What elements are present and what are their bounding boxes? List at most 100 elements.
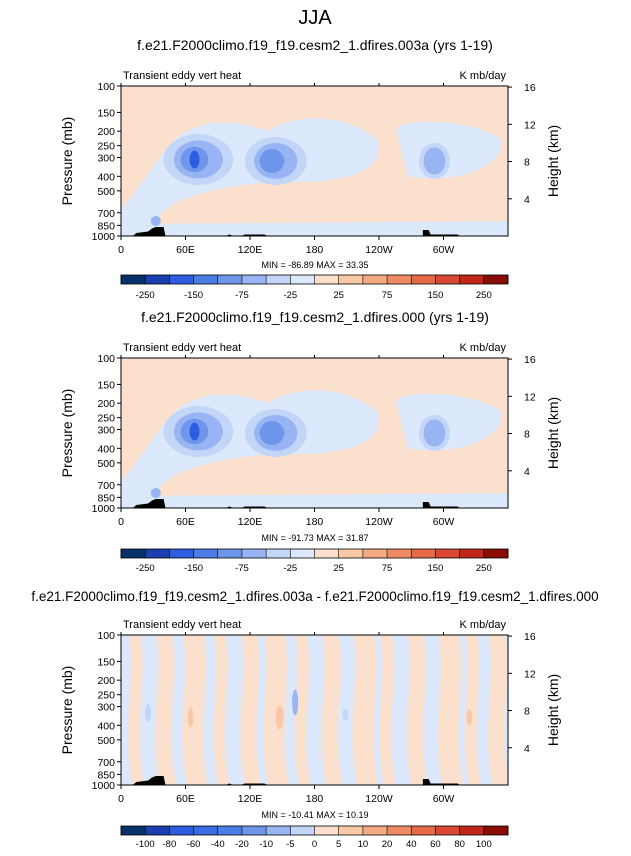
colorbar-swatch	[483, 549, 509, 558]
colorbar-swatch	[435, 275, 460, 284]
colorbar-swatch	[387, 826, 412, 835]
y-tick-label: 200	[97, 398, 115, 410]
colorbar-swatch	[241, 549, 267, 558]
colorbar-swatch	[217, 275, 243, 284]
colorbar-swatch	[459, 275, 485, 284]
colorbar-label: 250	[476, 290, 492, 301]
colorbar-swatch	[314, 275, 339, 284]
colorbar-swatch	[483, 826, 509, 835]
chart-title: f.e21.F2000climo.f19_f19.cesm2_1.dfires.…	[31, 589, 598, 604]
y-tick-label: 500	[97, 735, 115, 747]
colorbar-swatch	[169, 549, 194, 558]
plot-units-label: K mb/day	[460, 619, 507, 631]
y-axis-label: Pressure (mb)	[59, 389, 75, 478]
colorbar-label: -5	[286, 839, 294, 850]
eddy-core-inner	[259, 149, 285, 173]
colorbar-label: -20	[235, 839, 249, 850]
colorbar-label: 20	[382, 839, 393, 850]
colorbar-label: 25	[333, 290, 344, 301]
colorbar-label: 75	[382, 563, 393, 574]
field-positive-stripe	[128, 635, 145, 785]
x-tick-label: 180	[306, 516, 324, 528]
colorbar-swatch	[290, 275, 315, 284]
colorbar-swatch	[411, 275, 436, 284]
y2-tick-label: 12	[524, 668, 536, 680]
colorbar-label: -150	[184, 290, 203, 301]
min-max-stats: MIN = -86.89 MAX = 33.35	[261, 260, 368, 270]
x-tick-label: 60W	[433, 793, 455, 805]
field-negative-surface	[121, 493, 508, 508]
field-positive-stripe	[155, 635, 176, 785]
y-tick-label: 1000	[92, 780, 116, 792]
y2-tick-label: 16	[524, 354, 536, 366]
x-tick-label: 60W	[433, 516, 455, 528]
x-tick-label: 0	[118, 793, 124, 805]
field-positive-stripe	[352, 635, 378, 785]
field-positive-stripe	[294, 635, 311, 785]
y2-tick-label: 4	[524, 743, 530, 755]
y2-axis-label: Height (km)	[545, 125, 561, 197]
plot-left-label: Transient eddy vert heat	[123, 342, 241, 354]
y2-tick-label: 16	[524, 82, 536, 94]
colorbar-label: 80	[454, 839, 465, 850]
x-tick-label: 180	[306, 793, 324, 805]
colorbar-frame	[120, 825, 509, 836]
colorbar-label: -25	[283, 563, 297, 574]
colorbar-label: 60	[430, 839, 441, 850]
colorbar-swatch	[241, 826, 267, 835]
colorbar-label: -250	[136, 290, 155, 301]
y-tick-label: 100	[97, 81, 115, 93]
field-positive-stripe	[464, 635, 481, 785]
y-tick-label: 100	[97, 630, 115, 642]
y-tick-label: 300	[97, 153, 115, 165]
colorbar-swatch	[459, 549, 485, 558]
colorbar-swatch	[241, 275, 267, 284]
y-tick-label: 1000	[92, 231, 116, 243]
eddy-core-min	[189, 422, 200, 441]
diff-negative-spot	[145, 704, 152, 722]
field-positive-stripe	[182, 635, 208, 785]
y-tick-label: 700	[97, 208, 115, 220]
plot-units-label: K mb/day	[460, 70, 507, 82]
y2-tick-label: 12	[524, 391, 536, 403]
x-tick-label: 180	[306, 244, 324, 256]
y2-tick-label: 16	[524, 631, 536, 643]
colorbar-swatch	[459, 826, 485, 835]
colorbar-swatch	[145, 275, 170, 284]
colorbar-swatch	[483, 275, 509, 284]
colorbar-swatch	[266, 275, 291, 284]
colorbar-swatch	[121, 549, 146, 558]
y-tick-label: 100	[97, 353, 115, 365]
plot-left-label: Transient eddy vert heat	[123, 70, 241, 82]
eddy-low-level-core	[150, 216, 161, 226]
colorbar-swatch	[145, 826, 170, 835]
colorbar-swatch	[266, 826, 291, 835]
colorbar-swatch	[435, 549, 460, 558]
y-tick-label: 400	[97, 720, 115, 732]
eddy-core-min	[189, 150, 200, 169]
y-tick-label: 500	[97, 186, 115, 198]
x-tick-label: 0	[118, 516, 124, 528]
y-tick-label: 150	[97, 107, 115, 119]
min-max-stats: MIN = -10.41 MAX = 10.19	[261, 810, 368, 820]
y2-axis-label: Height (km)	[545, 397, 561, 469]
colorbar-swatch	[411, 549, 436, 558]
x-tick-label: 60E	[176, 244, 195, 256]
y-tick-label: 700	[97, 480, 115, 492]
chart-title: f.e21.F2000climo.f19_f19.cesm2_1.dfires.…	[141, 309, 489, 325]
diff-positive-spot	[466, 709, 473, 726]
contour-field	[121, 635, 508, 785]
field-positive-stripe	[437, 635, 464, 785]
colorbar-swatch	[121, 826, 146, 835]
y-axis-label: Pressure (mb)	[59, 666, 75, 755]
chart-panel-3: f.e21.F2000climo.f19_f19.cesm2_1.dfires.…	[31, 589, 598, 850]
y-tick-label: 700	[97, 757, 115, 769]
x-tick-label: 120E	[238, 244, 263, 256]
colorbar-label: 5	[336, 839, 341, 850]
x-tick-label: 120E	[238, 516, 263, 528]
colorbar-swatch	[217, 549, 243, 558]
y-tick-label: 300	[97, 425, 115, 437]
chart-panel-1: f.e21.F2000climo.f19_f19.cesm2_1.dfires.…	[59, 37, 561, 301]
colorbar-label: -25	[283, 290, 297, 301]
